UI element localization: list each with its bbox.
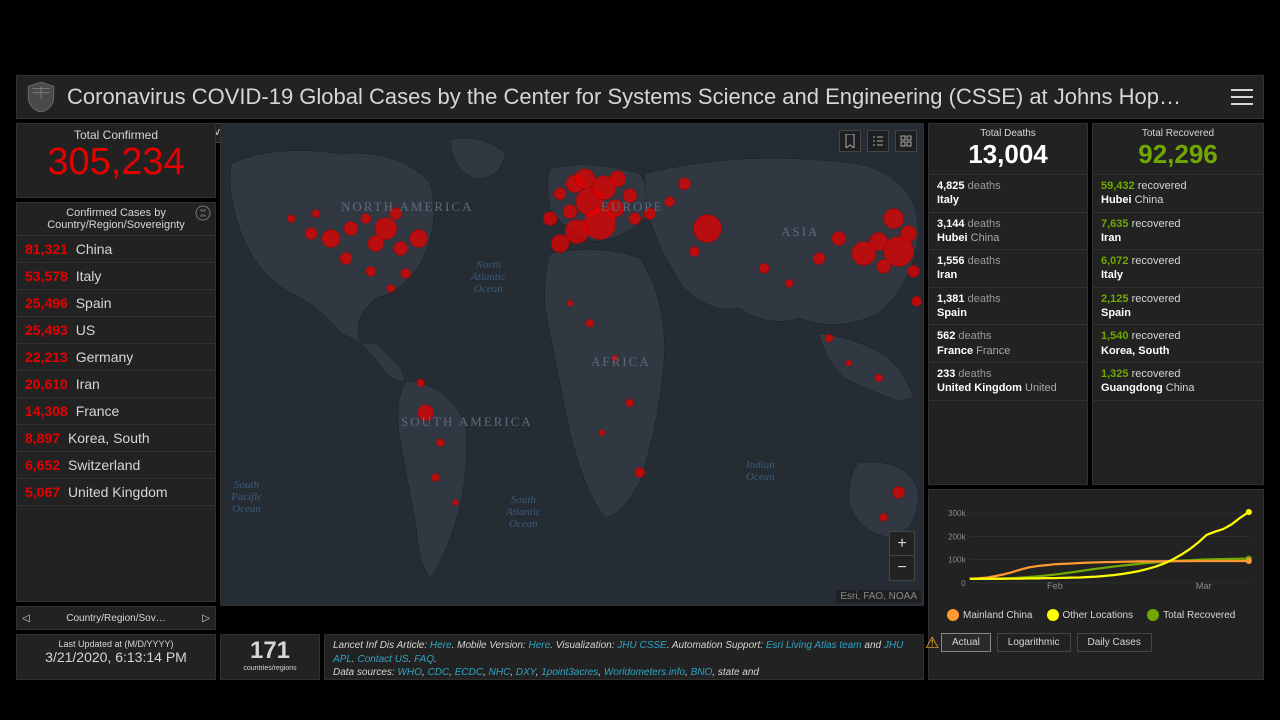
last-updated-label: Last Updated at (M/D/YYYY) bbox=[17, 639, 215, 649]
footer-info: Lancet Inf Dis Article: Here. Mobile Ver… bbox=[324, 634, 924, 680]
legend-item: Mainland China bbox=[947, 609, 1033, 621]
jhu-shield-icon bbox=[27, 82, 55, 112]
legend-item: Other Locations bbox=[1047, 609, 1134, 621]
deaths-value: 13,004 bbox=[929, 139, 1087, 175]
countries-header: Confirmed Cases by Country/Region/Sovere… bbox=[17, 203, 215, 236]
basemap-icon[interactable] bbox=[895, 130, 917, 152]
svg-text:Mar: Mar bbox=[1196, 581, 1212, 591]
svg-text:200k: 200k bbox=[948, 532, 967, 541]
next-arrow-icon[interactable]: ▷ bbox=[197, 613, 215, 624]
prev-arrow-icon[interactable]: ◁ bbox=[17, 613, 35, 624]
recovered-panel: Total Recovered 92,296 59,432 recoveredH… bbox=[1092, 123, 1264, 485]
chart-panel: 300k 200k 100k 0 Feb Mar Mainland China Other … bbox=[928, 489, 1264, 680]
map-attribution: Esri, FAO, NOAA bbox=[836, 590, 921, 603]
countries-tabs: ◁ Country/Region/Sov… ▷ bbox=[16, 606, 216, 630]
zoom-in-button[interactable]: + bbox=[890, 532, 914, 556]
country-row[interactable]: 5,067 United Kingdom bbox=[17, 479, 215, 506]
bookmark-icon[interactable] bbox=[839, 130, 861, 152]
country-row[interactable]: 25,493 US bbox=[17, 317, 215, 344]
deaths-label: Total Deaths bbox=[929, 124, 1087, 139]
country-row[interactable]: 20,610 Iran bbox=[17, 371, 215, 398]
map-panel[interactable]: + − Esri, FAO, NOAA NORTH AMERICASOUTH A… bbox=[220, 123, 924, 606]
death-row[interactable]: 4,825 deathsItaly bbox=[929, 175, 1087, 213]
countries-count-value: 171 bbox=[221, 637, 319, 665]
legend-item: Total Recovered bbox=[1147, 609, 1235, 621]
countries-count-label: countries/regions bbox=[221, 665, 319, 672]
country-row[interactable]: 53,578 Italy bbox=[17, 263, 215, 290]
chart-legend: Mainland China Other Locations Total Recov… bbox=[937, 603, 1255, 627]
zoom-out-button[interactable]: − bbox=[890, 556, 914, 580]
total-confirmed-panel: Total Confirmed 305,234 bbox=[16, 123, 216, 198]
legend-icon[interactable] bbox=[867, 130, 889, 152]
recovered-value: 92,296 bbox=[1093, 139, 1263, 175]
countries-tab-label[interactable]: Country/Region/Sov… bbox=[35, 613, 197, 624]
deaths-list[interactable]: 4,825 deathsItaly 3,144 deathsHubei Chin… bbox=[929, 175, 1087, 484]
warning-icon[interactable]: ⚠ bbox=[925, 633, 939, 653]
chart-tab[interactable]: Logarithmic bbox=[997, 633, 1071, 652]
country-row[interactable]: 14,308 France bbox=[17, 398, 215, 425]
world-map[interactable] bbox=[221, 124, 923, 605]
last-updated-value: 3/21/2020, 6:13:14 PM bbox=[17, 649, 215, 665]
countries-panel: Confirmed Cases by Country/Region/Sovere… bbox=[16, 202, 216, 602]
deaths-panel: Total Deaths 13,004 4,825 deathsItaly 3,… bbox=[928, 123, 1088, 485]
country-row[interactable]: 81,321 China bbox=[17, 236, 215, 263]
countries-count-panel: 171 countries/regions bbox=[220, 634, 320, 680]
menu-icon[interactable] bbox=[1231, 89, 1253, 105]
total-confirmed-value: 305,234 bbox=[17, 142, 215, 184]
recovered-row[interactable]: 7,635 recoveredIran bbox=[1093, 213, 1263, 251]
last-updated-panel: Last Updated at (M/D/YYYY) 3/21/2020, 6:… bbox=[16, 634, 216, 680]
country-row[interactable]: 22,213 Germany bbox=[17, 344, 215, 371]
recovered-row[interactable]: 59,432 recoveredHubei China bbox=[1093, 175, 1263, 213]
chart-tab[interactable]: Actual bbox=[941, 633, 991, 652]
recovered-label: Total Recovered bbox=[1093, 124, 1263, 139]
death-row[interactable]: 1,556 deathsIran bbox=[929, 250, 1087, 288]
chart-tab[interactable]: Daily Cases bbox=[1077, 633, 1152, 652]
chart-tabs: Actual Logarithmic Daily Cases bbox=[937, 633, 1255, 652]
cases-chart: 300k 200k 100k 0 Feb Mar bbox=[937, 498, 1255, 598]
recovered-list[interactable]: 59,432 recoveredHubei China7,635 recover… bbox=[1093, 175, 1263, 484]
zoom-control: + − bbox=[889, 531, 915, 581]
total-confirmed-label: Total Confirmed bbox=[17, 128, 215, 142]
country-row[interactable]: 6,652 Switzerland bbox=[17, 452, 215, 479]
recovered-row[interactable]: 1,325 recoveredGuangdong China bbox=[1093, 363, 1263, 401]
recovered-row[interactable]: 6,072 recoveredItaly bbox=[1093, 250, 1263, 288]
death-row[interactable]: 562 deathsFrance France bbox=[929, 325, 1087, 363]
recovered-row[interactable]: 1,540 recoveredKorea, South bbox=[1093, 325, 1263, 363]
countries-list[interactable]: 81,321 China53,578 Italy25,496 Spain25,4… bbox=[17, 236, 215, 601]
svg-text:0: 0 bbox=[961, 579, 966, 588]
map-toolbar bbox=[839, 130, 917, 152]
app-header: Coronavirus COVID-19 Global Cases by the… bbox=[16, 75, 1264, 119]
country-row[interactable]: 8,897 Korea, South bbox=[17, 425, 215, 452]
death-row[interactable]: 3,144 deathsHubei China bbox=[929, 213, 1087, 251]
page-title: Coronavirus COVID-19 Global Cases by the… bbox=[67, 84, 1221, 110]
svg-text:100k: 100k bbox=[948, 556, 967, 565]
recovered-row[interactable]: 2,125 recoveredSpain bbox=[1093, 288, 1263, 326]
expand-icon[interactable] bbox=[195, 205, 211, 221]
death-row[interactable]: 233 deathsUnited Kingdom United bbox=[929, 363, 1087, 401]
svg-text:Feb: Feb bbox=[1047, 581, 1063, 591]
svg-text:300k: 300k bbox=[948, 509, 967, 518]
death-row[interactable]: 1,381 deathsSpain bbox=[929, 288, 1087, 326]
country-row[interactable]: 25,496 Spain bbox=[17, 290, 215, 317]
